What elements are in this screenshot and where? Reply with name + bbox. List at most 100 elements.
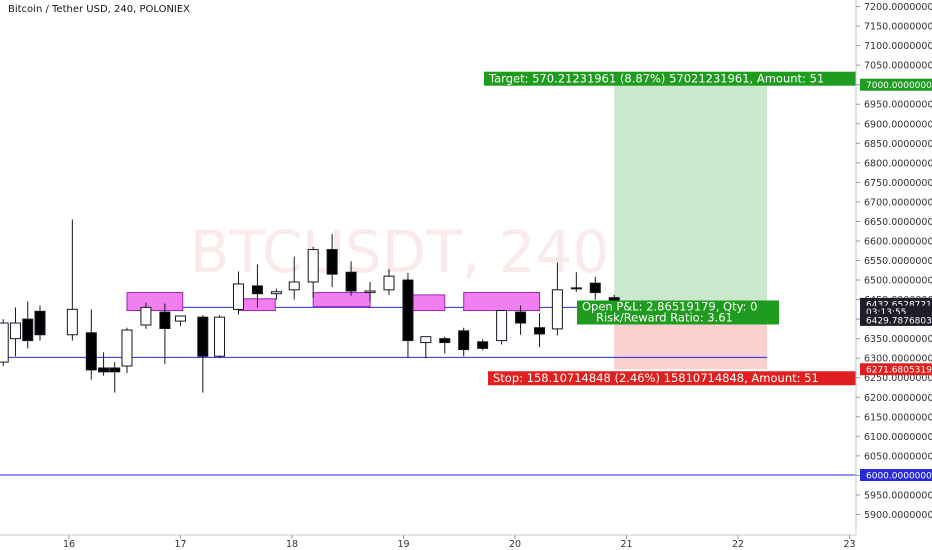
candle-body <box>496 310 508 342</box>
candle-body <box>307 249 319 283</box>
candle <box>0 319 9 366</box>
time-axis[interactable]: 16 17 18 19 20 21 22 23 <box>63 535 856 550</box>
zones[interactable] <box>126 292 541 312</box>
pnl-label-box <box>577 300 779 325</box>
price-tag-text: 03:13:55 <box>866 308 906 318</box>
y-tick-label: 6900.00000000 <box>864 119 932 130</box>
candle <box>251 264 263 308</box>
y-tick-label: 6050.00000000 <box>864 451 932 462</box>
candle-body <box>0 322 9 363</box>
candle-body <box>251 285 263 295</box>
candle <box>496 310 508 345</box>
y-tick-label: 6300.00000000 <box>864 354 932 365</box>
price-tag-text: 6432.65287218 <box>866 300 932 310</box>
target-label-text: Target: 570.21231961 (8.87%) 57021231961… <box>488 72 824 86</box>
price-tag-text: 6271.68053191 <box>866 366 932 376</box>
candle <box>326 233 338 288</box>
x-tick-label: 18 <box>286 539 298 550</box>
stop-label-box <box>488 371 856 386</box>
candle <box>98 352 110 376</box>
candle <box>9 307 21 357</box>
y-tick-label: 6750.00000000 <box>864 178 932 189</box>
zone-rect[interactable] <box>463 292 541 312</box>
y-tick-label: 6100.00000000 <box>864 432 932 443</box>
candle <box>589 276 601 300</box>
candle-body <box>383 275 395 291</box>
candle <box>109 362 121 393</box>
target-label: Target: 570.21231961 (8.87%) 57021231961… <box>484 71 856 86</box>
position-tool[interactable] <box>614 84 767 370</box>
price-tag-text: 6429.78768039 <box>866 316 932 326</box>
y-tick-label: 6250.00000000 <box>864 373 932 384</box>
chart-title: Bitcoin / Tether USD, 240, POLONIEX <box>8 4 190 15</box>
candle-body <box>534 327 546 335</box>
y-tick-label: 6650.00000000 <box>864 217 932 228</box>
candle <box>140 302 152 329</box>
candle-body <box>402 279 414 342</box>
candle-body <box>140 306 152 326</box>
candle-body <box>109 367 121 373</box>
price-tag-box <box>860 313 932 326</box>
candle <box>364 281 376 302</box>
price-tag-box <box>860 363 932 376</box>
candle-body <box>345 271 357 292</box>
candle-body <box>364 290 376 294</box>
candle-body <box>214 316 226 357</box>
pnl-label: Open P&L: 2.86519179, Qty: 0Risk/Reward … <box>577 299 779 325</box>
zone-rect[interactable] <box>407 294 446 312</box>
candle-body <box>9 322 21 340</box>
price-tag-box <box>860 469 932 482</box>
y-tick-label: 7150.00000000 <box>864 22 932 33</box>
candle <box>515 305 527 335</box>
candles <box>0 219 620 393</box>
price-tags: 7000.00000000 6432.6528721803:13:556429.7… <box>860 78 932 482</box>
candle <box>439 336 451 354</box>
y-tick-label: 5950.00000000 <box>864 490 932 501</box>
candle <box>288 256 300 300</box>
y-tick-label: 7200.00000000 <box>864 2 932 13</box>
price-tag: 6271.68053191 <box>860 363 932 376</box>
candle-body <box>34 310 46 336</box>
candle-body <box>175 315 186 322</box>
candle <box>121 327 133 374</box>
target-zone[interactable] <box>614 84 767 308</box>
candle <box>270 288 282 300</box>
candle-body <box>458 330 470 351</box>
x-tick-label: 17 <box>174 539 186 550</box>
price-tag-text: 6000.00000000 <box>866 472 932 482</box>
candle <box>232 271 244 315</box>
y-tick-label: 6950.00000000 <box>864 100 932 111</box>
y-tick-label: 6350.00000000 <box>864 334 932 345</box>
candle-body <box>66 308 78 336</box>
x-tick-label: 23 <box>843 539 855 550</box>
candle <box>214 315 226 359</box>
candle <box>420 336 432 359</box>
candle-body <box>232 283 244 310</box>
candle-body <box>515 311 527 324</box>
candle <box>402 273 414 358</box>
zone-rect[interactable] <box>237 298 276 312</box>
candle-body <box>121 329 133 367</box>
y-tick-label: 6550.00000000 <box>864 256 932 267</box>
candle-body <box>570 287 582 290</box>
candle-body <box>326 249 338 275</box>
candle <box>307 246 319 298</box>
pnl-label-line2: Risk/Reward Ratio: 3.61 <box>596 310 733 324</box>
candle <box>570 272 582 292</box>
candle-body <box>477 341 489 349</box>
zone-rect[interactable] <box>312 292 371 308</box>
price-tag: 6429.78768039 <box>860 313 932 326</box>
y-tick-label: 6200.00000000 <box>864 393 932 404</box>
y-tick-label: 6500.00000000 <box>864 276 932 287</box>
zone-rect[interactable] <box>126 292 184 312</box>
candle <box>66 219 78 341</box>
y-tick-label: 7100.00000000 <box>864 41 932 52</box>
candle-body <box>589 282 601 294</box>
candle-body <box>288 281 300 291</box>
target-label-box <box>484 71 856 86</box>
candle-body <box>270 291 282 295</box>
candle <box>477 339 489 351</box>
candle-body <box>420 336 432 344</box>
